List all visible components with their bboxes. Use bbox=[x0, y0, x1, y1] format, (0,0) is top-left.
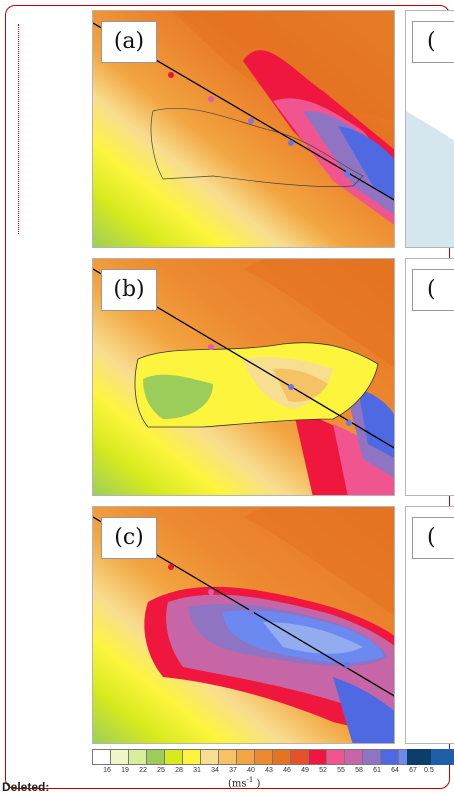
side-panel-label-3: ( bbox=[412, 517, 454, 559]
colorbar-tick-label: 16 bbox=[103, 767, 111, 774]
colorbar-swatch bbox=[111, 750, 129, 764]
colorbar-tick-label: 49 bbox=[301, 767, 309, 774]
colorbar-swatch bbox=[237, 750, 255, 764]
units-exponent: -1 bbox=[246, 776, 254, 784]
panel-label-a: (a) bbox=[101, 21, 157, 63]
panel-label-b: (b) bbox=[101, 269, 157, 311]
colorbar-tick-label: 19 bbox=[121, 767, 129, 774]
colorbar-tick-label: 28 bbox=[175, 767, 183, 774]
colorbar-tick-label: 61 bbox=[373, 767, 381, 774]
colorbar-swatch bbox=[93, 750, 111, 764]
colorbar-tick-label: 25 bbox=[157, 767, 165, 774]
colorbar-tick-label: 40 bbox=[247, 767, 255, 774]
wind-speed-colorbar bbox=[92, 749, 454, 765]
colorbar-swatch bbox=[129, 750, 147, 764]
colorbar-tick-label: 52 bbox=[319, 767, 327, 774]
colorbar-swatch bbox=[345, 750, 363, 764]
colorbar-tick-label: 64 bbox=[391, 767, 399, 774]
side-colorbar-swatch bbox=[431, 749, 454, 765]
side-panel-2: ( bbox=[405, 258, 454, 496]
colorbar-swatch bbox=[165, 750, 183, 764]
panel-label-c: (c) bbox=[101, 517, 157, 559]
units-open: (ms bbox=[228, 778, 247, 790]
wind-field-c bbox=[93, 507, 394, 743]
colorbar-swatch bbox=[363, 750, 381, 764]
colorbar-tick-label: 46 bbox=[283, 767, 291, 774]
side-colorbar-tick: 0.5 bbox=[424, 767, 434, 774]
colorbar-tick-label: 31 bbox=[193, 767, 201, 774]
side-field-1 bbox=[406, 111, 454, 247]
colorbar-tick-label: 22 bbox=[139, 767, 147, 774]
side-colorbar-swatch bbox=[407, 749, 431, 765]
colorbar-tick-label: 43 bbox=[265, 767, 273, 774]
colorbar-tick-label: 67 bbox=[409, 767, 417, 774]
colorbar-units: (ms-1 ) bbox=[228, 776, 260, 789]
colorbar-tick-label: 34 bbox=[211, 767, 219, 774]
colorbar-swatch bbox=[219, 750, 237, 764]
map-panel-a: (a) bbox=[92, 10, 395, 248]
colorbar-swatch bbox=[327, 750, 345, 764]
colorbar-swatch bbox=[201, 750, 219, 764]
colorbar-swatch bbox=[291, 750, 309, 764]
side-panel-label-2: ( bbox=[412, 269, 454, 311]
colorbar-swatch bbox=[273, 750, 291, 764]
colorbar-swatch bbox=[147, 750, 165, 764]
side-panel-3: ( bbox=[405, 506, 454, 744]
map-panel-c: (c) bbox=[92, 506, 395, 744]
colorbar-tick-label: 37 bbox=[229, 767, 237, 774]
deleted-label: Deleted: bbox=[2, 780, 50, 794]
side-panel-label-1: ( bbox=[412, 21, 454, 63]
colorbar-tick-label: 58 bbox=[355, 767, 363, 774]
side-panel-1: ( bbox=[405, 10, 454, 248]
colorbar-swatch bbox=[381, 750, 399, 764]
units-close: ) bbox=[253, 778, 261, 790]
side-colorbar bbox=[407, 749, 454, 765]
comment-connector-line bbox=[18, 24, 20, 234]
map-panel-b: (b) bbox=[92, 258, 395, 496]
colorbar-swatch bbox=[183, 750, 201, 764]
colorbar-tick-label: 55 bbox=[337, 767, 345, 774]
wind-field-a bbox=[93, 11, 394, 247]
colorbar-swatch bbox=[255, 750, 273, 764]
colorbar-swatch bbox=[309, 750, 327, 764]
